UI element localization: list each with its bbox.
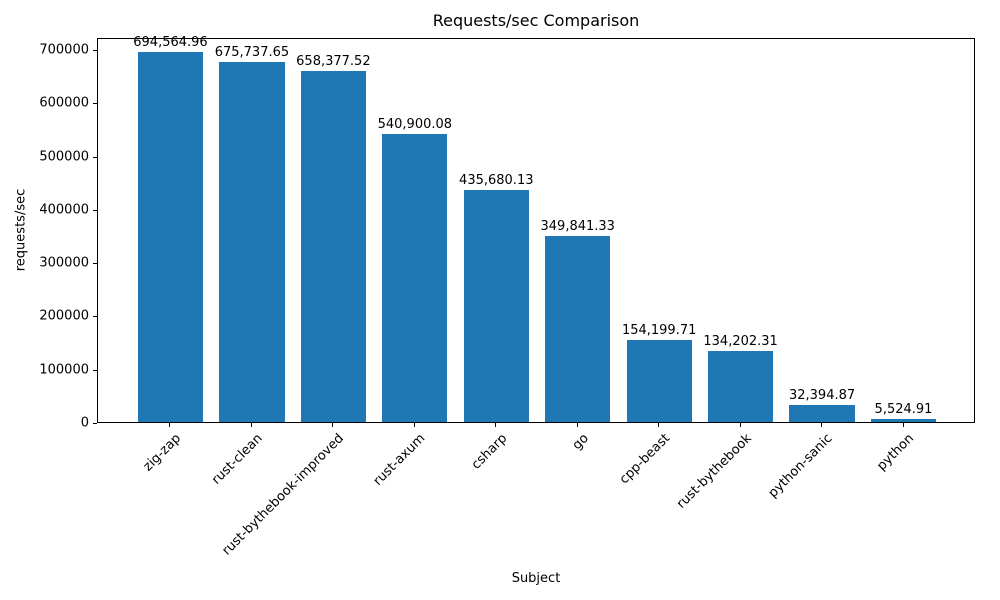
x-axis-label: Subject: [511, 571, 561, 586]
bar-value-label: 540,900.08: [377, 116, 453, 132]
x-tick-mark: [576, 423, 578, 427]
chart-title: Requests/sec Comparison: [432, 11, 640, 30]
bar: [137, 51, 204, 422]
x-tick-mark: [902, 423, 904, 427]
x-tick-mark: [413, 423, 415, 427]
bar: [870, 419, 937, 422]
x-tick-label: cpp-beast: [616, 431, 673, 488]
y-tick-label: 200000: [39, 308, 89, 324]
x-tick-label: python-sanic: [765, 431, 836, 501]
bar-value-label: 154,199.71: [621, 322, 697, 338]
y-tick-mark: [93, 263, 97, 265]
y-tick-label: 100000: [39, 362, 89, 378]
bar: [708, 350, 774, 422]
bar-value-label: 5,524.91: [874, 402, 933, 418]
x-tick-label: zig-zap: [140, 431, 185, 475]
bar: [626, 339, 692, 422]
y-tick-mark: [93, 209, 97, 211]
bar-value-label: 694,564.96: [133, 34, 208, 50]
bar: [382, 133, 448, 422]
y-tick-mark: [93, 103, 97, 105]
x-tick-label: python: [874, 431, 918, 474]
x-tick-mark: [739, 423, 741, 427]
x-tick-label: rust-axum: [370, 431, 429, 489]
x-tick-mark: [250, 423, 252, 427]
bar-value-label: 32,394.87: [788, 387, 856, 403]
x-tick-mark: [821, 423, 823, 427]
y-tick-label: 700000: [39, 42, 89, 58]
bar: [300, 71, 366, 422]
x-tick-label: rust-bythebook: [673, 431, 755, 512]
x-tick-mark: [169, 423, 171, 427]
y-axis-label: requests/sec: [13, 188, 29, 272]
x-tick-mark: [332, 423, 334, 427]
y-tick-label: 400000: [39, 202, 89, 218]
x-tick-label: rust-clean: [208, 431, 266, 488]
y-tick-mark: [93, 369, 97, 371]
bar: [219, 61, 285, 422]
bar-value-label: 134,202.31: [703, 333, 778, 349]
y-tick-label: 300000: [39, 255, 89, 271]
bar-value-label: 435,680.13: [459, 172, 534, 188]
bar-value-label: 349,841.33: [540, 218, 615, 234]
y-tick-mark: [93, 423, 97, 424]
y-tick-label: 0: [80, 415, 89, 431]
y-tick-label: 600000: [39, 95, 89, 111]
bar: [463, 189, 529, 422]
y-tick-mark: [93, 316, 97, 318]
y-tick-mark: [93, 49, 97, 51]
plot-area: 694,564.96 675,737.65 658,377.52 540,900.08…: [97, 34, 975, 423]
x-tick-mark: [658, 423, 660, 427]
bar: [545, 235, 611, 422]
x-tick-label: csharp: [468, 431, 510, 473]
bar-value-label: 675,737.65: [214, 44, 290, 60]
bar-value-label: 658,377.52: [296, 54, 371, 70]
y-tick-label: 500000: [39, 149, 89, 165]
x-tick-mark: [495, 423, 497, 427]
x-tick-label: go: [569, 431, 592, 454]
y-tick-mark: [93, 156, 97, 158]
bar: [789, 404, 855, 422]
